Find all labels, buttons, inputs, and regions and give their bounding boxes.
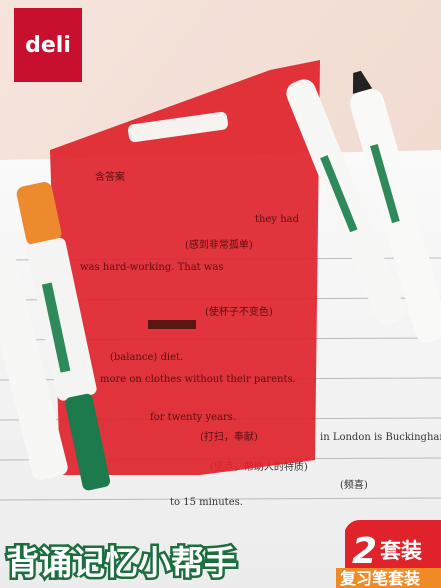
book-text: (使杯子不变色): [205, 305, 273, 318]
badge-count: 2: [352, 531, 377, 572]
red-card: [50, 60, 320, 475]
book-text: they had: [255, 214, 300, 225]
badge: [345, 520, 441, 570]
book-text: (频喜): [340, 478, 368, 491]
hidden-answer: [148, 320, 196, 329]
pen-right-2: [349, 70, 441, 343]
book-text: more on clothes without their parents.: [100, 374, 296, 385]
book-text: was hard-working. That was: [80, 262, 224, 273]
book-text: for twenty years.: [150, 412, 236, 423]
book-text: (balance) diet.: [110, 352, 183, 363]
badge-unit: 套装: [380, 539, 422, 563]
headline: 背诵记忆小帮手: [6, 543, 237, 582]
pen-right: [286, 79, 405, 325]
book-text: (打扫，奉献): [200, 430, 258, 443]
subtitle-bar: [336, 568, 441, 588]
book-text: in London is Buckingham Palace.: [320, 432, 441, 443]
card-slot: [128, 111, 228, 143]
book-text: (感到非常孤单): [185, 238, 253, 251]
brand-logo: deli: [25, 33, 71, 58]
pen-left: [16, 182, 111, 491]
pen-left-2: [0, 251, 68, 481]
book-text: to 15 minutes.: [170, 497, 243, 508]
logo-box: [14, 8, 82, 82]
book-text: 含答案: [95, 170, 125, 183]
subtitle: 复习笔套装: [339, 569, 420, 588]
